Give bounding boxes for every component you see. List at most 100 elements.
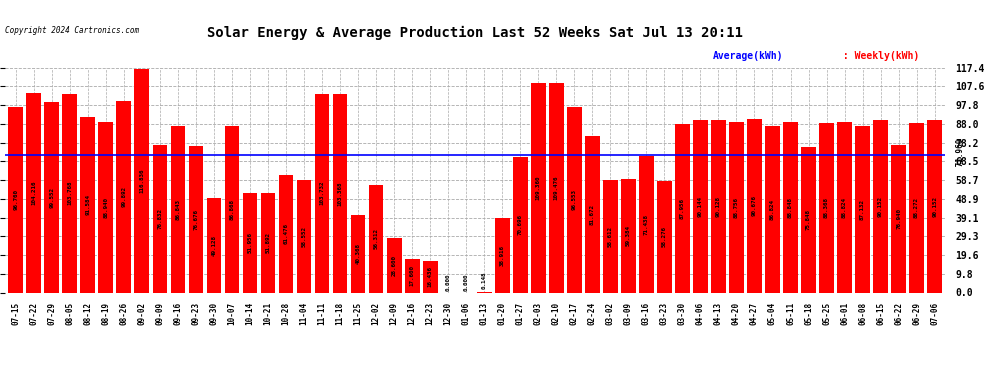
- Bar: [819, 123, 834, 292]
- Text: 38.916: 38.916: [500, 245, 505, 266]
- Text: 116.836: 116.836: [140, 168, 145, 193]
- Bar: [243, 193, 257, 292]
- Bar: [62, 94, 77, 292]
- Bar: [8, 107, 23, 292]
- Bar: [567, 108, 582, 292]
- Bar: [855, 126, 870, 292]
- Text: 99.892: 99.892: [122, 186, 127, 207]
- Bar: [387, 238, 402, 292]
- Bar: [585, 136, 600, 292]
- Bar: [170, 126, 185, 292]
- Text: 96.553: 96.553: [572, 189, 577, 210]
- Bar: [711, 120, 726, 292]
- Text: 88.368: 88.368: [824, 197, 829, 218]
- Text: 90.152: 90.152: [878, 196, 883, 217]
- Bar: [693, 120, 708, 292]
- Text: 40.368: 40.368: [355, 243, 360, 264]
- Bar: [188, 146, 203, 292]
- Bar: [260, 193, 275, 292]
- Text: 75.848: 75.848: [806, 209, 811, 230]
- Text: 76.940: 76.940: [896, 208, 901, 229]
- Text: 76.676: 76.676: [193, 209, 198, 230]
- Text: 58.552: 58.552: [302, 226, 307, 247]
- Text: 51.892: 51.892: [265, 232, 270, 253]
- Bar: [368, 184, 383, 292]
- Text: 103.768: 103.768: [67, 181, 72, 206]
- Bar: [838, 122, 852, 292]
- Text: 88.824: 88.824: [842, 197, 847, 218]
- Text: 58.612: 58.612: [608, 226, 613, 247]
- Bar: [675, 124, 690, 292]
- Bar: [783, 122, 798, 292]
- Text: 86.824: 86.824: [770, 199, 775, 220]
- Bar: [729, 122, 743, 292]
- Bar: [873, 120, 888, 292]
- Bar: [909, 123, 924, 292]
- Text: 0.000: 0.000: [463, 273, 468, 291]
- Bar: [928, 120, 942, 292]
- Bar: [98, 122, 113, 292]
- Text: Solar Energy & Average Production Last 52 Weeks Sat Jul 13 20:11: Solar Energy & Average Production Last 5…: [207, 26, 743, 40]
- Text: 87.956: 87.956: [680, 198, 685, 219]
- Text: 71.438: 71.438: [644, 213, 648, 234]
- Bar: [297, 180, 312, 292]
- Text: 104.216: 104.216: [32, 180, 37, 205]
- Text: 88.940: 88.940: [103, 197, 108, 218]
- Bar: [27, 93, 42, 292]
- Bar: [747, 119, 762, 292]
- Text: 59.384: 59.384: [626, 225, 631, 246]
- Text: 86.843: 86.843: [175, 199, 180, 220]
- Text: 56.312: 56.312: [373, 228, 378, 249]
- Bar: [278, 175, 293, 292]
- Bar: [405, 259, 420, 292]
- Bar: [117, 101, 132, 292]
- Text: Average(kWh): Average(kWh): [713, 51, 783, 61]
- Text: 17.600: 17.600: [410, 265, 415, 286]
- Text: 109.476: 109.476: [553, 176, 558, 200]
- Bar: [225, 126, 240, 292]
- Text: 49.128: 49.128: [212, 235, 217, 256]
- Text: Copyright 2024 Cartronics.com: Copyright 2024 Cartronics.com: [5, 26, 139, 35]
- Text: 88.272: 88.272: [914, 197, 919, 218]
- Bar: [657, 181, 672, 292]
- Text: 58.276: 58.276: [662, 226, 667, 247]
- Bar: [315, 94, 330, 292]
- Bar: [639, 156, 653, 292]
- Text: 16.436: 16.436: [428, 266, 433, 287]
- Bar: [765, 126, 780, 292]
- Text: 90.152: 90.152: [933, 196, 938, 217]
- Text: 88.756: 88.756: [734, 197, 739, 218]
- Text: 109.360: 109.360: [536, 176, 541, 200]
- Text: 90.144: 90.144: [698, 196, 703, 217]
- Bar: [80, 117, 95, 292]
- Text: 90.128: 90.128: [716, 196, 721, 217]
- Bar: [531, 83, 545, 292]
- Text: 103.368: 103.368: [338, 181, 343, 206]
- Text: 0.148: 0.148: [482, 272, 487, 290]
- Text: 88.848: 88.848: [788, 197, 793, 218]
- Text: 90.676: 90.676: [752, 195, 757, 216]
- Bar: [152, 145, 167, 292]
- Bar: [333, 94, 347, 292]
- Text: : Weekly(kWh): : Weekly(kWh): [837, 51, 919, 61]
- Bar: [350, 215, 365, 292]
- Text: 99.552: 99.552: [50, 187, 54, 208]
- Text: 103.732: 103.732: [320, 181, 325, 206]
- Bar: [45, 102, 59, 292]
- Bar: [423, 261, 438, 292]
- Text: 81.672: 81.672: [590, 204, 595, 225]
- Text: 76.832: 76.832: [157, 209, 162, 230]
- Bar: [513, 157, 528, 292]
- Text: 61.476: 61.476: [283, 223, 288, 244]
- Text: 28.600: 28.600: [392, 255, 397, 276]
- Bar: [621, 179, 636, 292]
- Text: 96.760: 96.760: [13, 189, 18, 210]
- Bar: [801, 147, 816, 292]
- Bar: [603, 180, 618, 292]
- Bar: [207, 198, 222, 292]
- Text: 51.956: 51.956: [248, 232, 252, 253]
- Text: 70.696: 70.696: [518, 214, 523, 235]
- Text: 86.868: 86.868: [230, 199, 235, 220]
- Text: 0.000: 0.000: [446, 273, 450, 291]
- Bar: [495, 218, 510, 292]
